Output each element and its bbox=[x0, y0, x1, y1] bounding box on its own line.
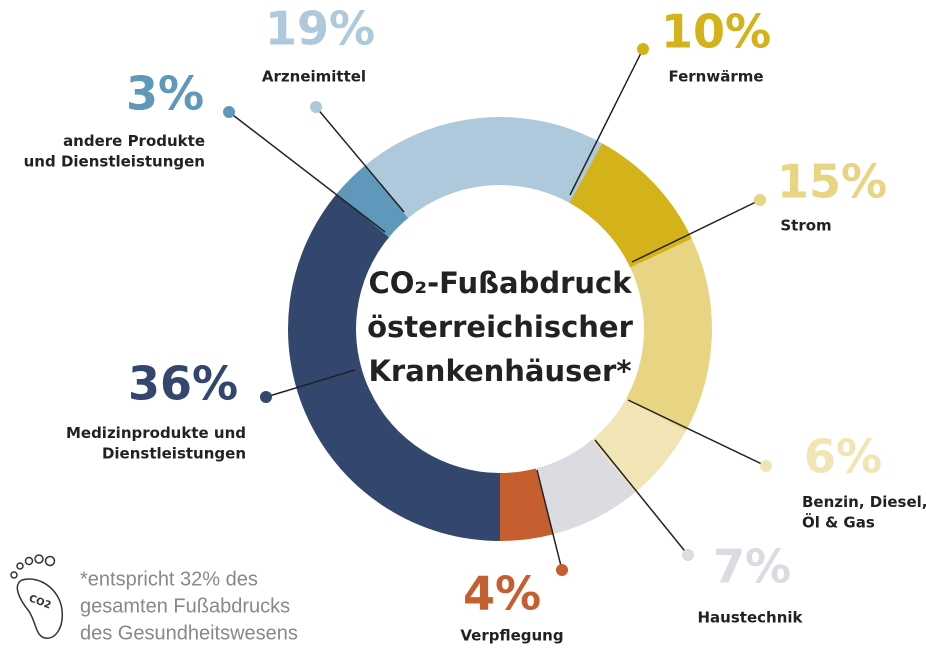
category-label: Strom bbox=[780, 217, 831, 235]
value-label: 36% bbox=[128, 357, 238, 411]
leader-line bbox=[228, 111, 386, 233]
value-label: 10% bbox=[661, 5, 771, 59]
category-label: Arzneimittel bbox=[262, 68, 366, 86]
donut-segment bbox=[591, 398, 686, 493]
leader-line bbox=[594, 439, 689, 556]
category-label: Haustechnik bbox=[698, 609, 804, 627]
category-label: Verpflegung bbox=[460, 627, 563, 645]
leader-line bbox=[627, 399, 767, 467]
category-label: andere Produkte und Dienstleistungen bbox=[24, 132, 205, 170]
leader-dot bbox=[760, 460, 772, 472]
icon-label: CO2 bbox=[27, 593, 52, 611]
footprint-icon bbox=[10, 554, 64, 639]
footnote: gesamten Fußabdrucks bbox=[80, 595, 290, 617]
footnote: *entspricht 32% des bbox=[80, 568, 258, 590]
leader-dot bbox=[310, 101, 322, 113]
value-label: 6% bbox=[804, 430, 882, 484]
leader-line bbox=[536, 469, 563, 571]
donut-segment bbox=[336, 165, 409, 238]
donut-segment bbox=[500, 468, 553, 541]
leader-dot bbox=[556, 564, 568, 576]
value-label: 15% bbox=[777, 155, 887, 209]
leader-dot bbox=[223, 106, 235, 118]
leader-dot bbox=[682, 549, 694, 561]
donut-segment bbox=[535, 439, 636, 535]
category-label: Medizinprodukte und Dienstleistungen bbox=[66, 424, 246, 462]
donut-segment bbox=[364, 117, 603, 219]
leader-line bbox=[631, 199, 761, 263]
donut-segment bbox=[287, 193, 500, 541]
value-label: 3% bbox=[126, 67, 204, 121]
category-label: Benzin, Diesel, Öl & Gas bbox=[802, 493, 926, 531]
leader-dot bbox=[260, 391, 272, 403]
center-title: CO₂-Fußabdruck bbox=[368, 266, 632, 300]
center-title: Krankenhäuser* bbox=[368, 354, 631, 388]
donut-segment bbox=[626, 238, 713, 432]
leader-dot bbox=[637, 43, 649, 55]
value-label: 19% bbox=[265, 2, 375, 56]
value-label: 4% bbox=[463, 567, 541, 621]
leader-line bbox=[315, 106, 405, 213]
center-title: österreichischer bbox=[367, 310, 633, 344]
leader-dot bbox=[754, 194, 766, 206]
footnote: des Gesundheitswesens bbox=[80, 622, 298, 644]
value-label: 7% bbox=[713, 540, 791, 594]
donut-segment bbox=[569, 143, 692, 268]
leader-line bbox=[569, 48, 644, 196]
category-label: Fernwärme bbox=[668, 68, 763, 86]
leader-line bbox=[265, 369, 356, 398]
